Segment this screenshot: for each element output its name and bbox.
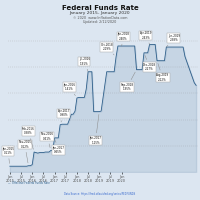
Text: Feb-2016
0.38%: Feb-2016 0.38%	[22, 127, 35, 149]
Text: Dec-2018
2.27%: Dec-2018 2.27%	[143, 55, 156, 71]
Text: January 2015- January 2020: January 2015- January 2020	[70, 11, 130, 15]
Text: —  Effective Federal Funds Rate: — Effective Federal Funds Rate	[8, 181, 50, 185]
Text: Oct-2018
2.19%: Oct-2018 2.19%	[100, 43, 114, 55]
Text: Jun-2019
2.38%: Jun-2019 2.38%	[166, 34, 180, 47]
Text: Apr-2017
0.90%: Apr-2017 0.90%	[58, 109, 70, 122]
Text: Federal Funds Rate: Federal Funds Rate	[62, 5, 138, 11]
Text: Jan-2016
1.41%: Jan-2016 1.41%	[63, 83, 75, 96]
Text: Nov-2016
0.41%: Nov-2016 0.41%	[41, 132, 54, 148]
Text: Jan-2015
0.11%: Jan-2015 0.11%	[2, 147, 14, 163]
Text: Jan-2017
0.65%: Jan-2017 0.65%	[52, 141, 64, 154]
Text: Data Source: https://fred.stlouisfed.org/series/FEDFUNDS: Data Source: https://fred.stlouisfed.org…	[64, 192, 136, 196]
Text: Aug-2019
2.12%: Aug-2019 2.12%	[156, 63, 169, 82]
Text: Apr-2019
2.43%: Apr-2019 2.43%	[140, 31, 152, 44]
Text: © 2020  www.InflationData.com: © 2020 www.InflationData.com	[73, 16, 127, 20]
Text: Jan-2017
1.15%: Jan-2017 1.15%	[90, 114, 102, 145]
Text: Sep-2018
1.95%: Sep-2018 1.95%	[121, 72, 135, 91]
Text: Jan-2018
2.40%: Jan-2018 2.40%	[117, 32, 129, 46]
Text: Updated: 2/12/2020: Updated: 2/12/2020	[83, 20, 117, 24]
Text: Jul-2016
1.91%: Jul-2016 1.91%	[79, 57, 90, 72]
Text: Nov-2015
0.12%: Nov-2015 0.12%	[18, 140, 31, 163]
